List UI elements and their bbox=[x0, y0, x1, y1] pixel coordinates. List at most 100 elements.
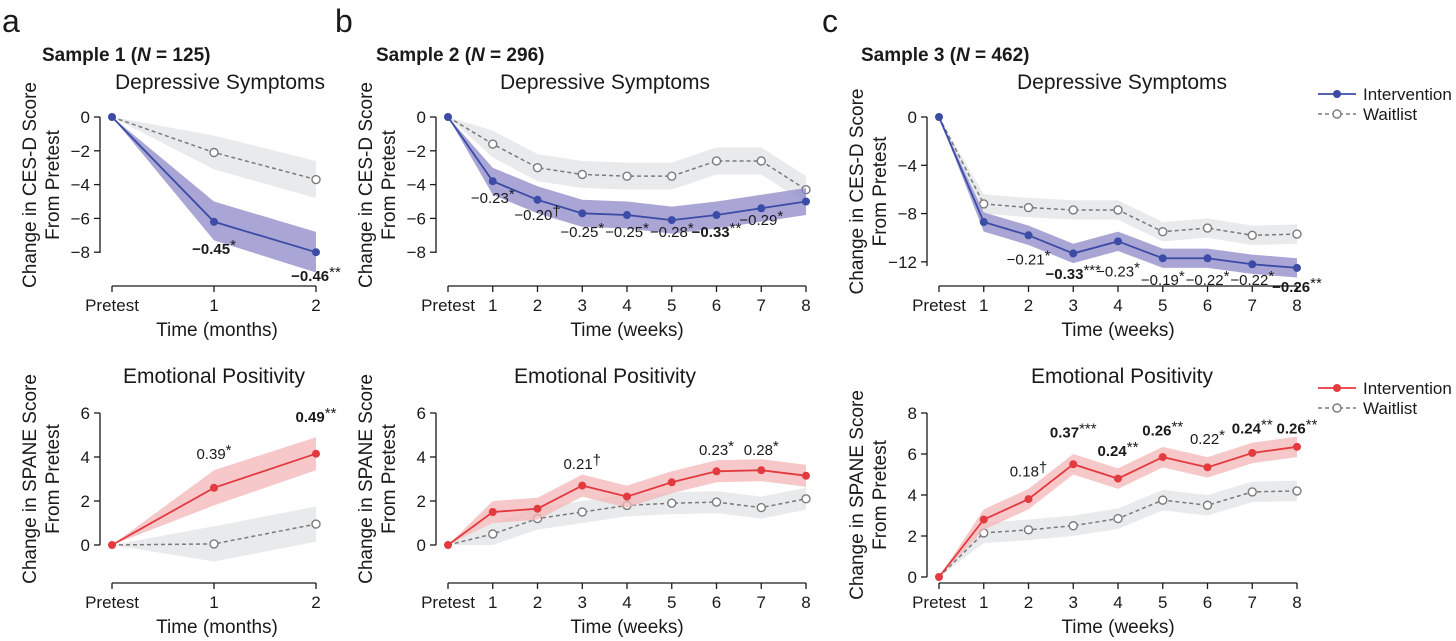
effect-size-label: −0.22* bbox=[1230, 268, 1274, 289]
intervention-point bbox=[1069, 460, 1078, 469]
significance-marker: ** bbox=[325, 405, 337, 422]
y-tick-label: −12 bbox=[888, 253, 917, 272]
effect-size-label: 0.24** bbox=[1098, 439, 1139, 460]
significance-marker: * bbox=[1045, 247, 1051, 264]
x-tick-label: Pretest bbox=[85, 296, 139, 315]
intervention-point bbox=[1114, 237, 1122, 246]
significance-marker: † bbox=[1039, 460, 1047, 477]
x-tick-label: Pretest bbox=[85, 593, 139, 612]
x-tick-label: 4 bbox=[622, 296, 631, 315]
effect-size-value: 0.26 bbox=[1142, 423, 1171, 440]
effect-size-label: −0.20† bbox=[514, 203, 560, 224]
effect-size-label: −0.23* bbox=[471, 186, 515, 207]
significance-marker: ** bbox=[329, 264, 341, 281]
x-tick-label: 3 bbox=[1069, 296, 1078, 315]
intervention-point bbox=[979, 218, 988, 227]
significance-marker: * bbox=[1219, 427, 1225, 444]
significance-marker: * bbox=[1224, 268, 1230, 285]
y-tick-label: 0 bbox=[417, 108, 426, 127]
y-tick-label: 0 bbox=[417, 536, 426, 555]
x-tick-label: 1 bbox=[488, 593, 497, 612]
effect-size-value: 0.37 bbox=[1050, 425, 1079, 442]
waitlist-point bbox=[1158, 495, 1168, 505]
waitlist-point bbox=[1292, 486, 1302, 496]
intervention-point bbox=[1024, 495, 1033, 504]
y-axis-label-line: Change in CES-D Score bbox=[20, 82, 41, 288]
significance-marker: † bbox=[552, 203, 560, 220]
effect-size-value: −0.19 bbox=[1141, 272, 1179, 289]
chart-a-top: Depressive Symptoms 0 −2 −4 −6 −8 Pretest 1 2 Tim… bbox=[20, 71, 341, 341]
waitlist-point bbox=[311, 174, 321, 185]
y-tick-label: −8 bbox=[898, 205, 917, 224]
x-axis-label: Time (weeks) bbox=[570, 320, 683, 341]
x-tick-label: Pretest bbox=[421, 593, 475, 612]
x-tick-label: 5 bbox=[1158, 593, 1167, 612]
x-axis-label: Time (months) bbox=[156, 320, 278, 341]
x-tick-label: 6 bbox=[712, 296, 721, 315]
legend-waitlist-label: Waitlist bbox=[1363, 105, 1417, 124]
intervention-point bbox=[1069, 249, 1078, 258]
waitlist-point bbox=[1068, 205, 1078, 215]
x-tick-label: 1 bbox=[488, 296, 497, 315]
significance-marker: * bbox=[777, 208, 783, 225]
intervention-point bbox=[108, 113, 116, 121]
sample-prefix: Sample 3 ( bbox=[861, 45, 957, 66]
effect-size-label: −0.26** bbox=[1272, 275, 1322, 296]
waitlist-point bbox=[488, 529, 498, 539]
waitlist-point bbox=[532, 162, 543, 173]
y-tick-label: 0 bbox=[908, 568, 917, 587]
x-tick-label: 7 bbox=[1248, 593, 1257, 612]
effect-size-label: −0.25* bbox=[605, 220, 649, 241]
intervention-ci-band bbox=[448, 117, 806, 234]
effect-size-label: 0.49** bbox=[296, 405, 337, 426]
effect-size-label: −0.21* bbox=[1007, 247, 1051, 268]
sample-suffix: = 125) bbox=[151, 45, 211, 66]
y-tick-label: 2 bbox=[417, 492, 426, 511]
effect-size-value: −0.23 bbox=[1096, 263, 1134, 280]
chart-b-bottom: Emotional Positivity 0 2 4 6 Pretest 1 2 3 4 5 6 7 8 T… bbox=[356, 365, 811, 638]
waitlist-point bbox=[577, 169, 587, 180]
legend-intervention-marker bbox=[1333, 90, 1341, 98]
waitlist-point bbox=[711, 156, 722, 166]
intervention-point bbox=[1293, 263, 1301, 272]
effect-size-label: 0.23* bbox=[699, 438, 734, 459]
effect-size-value: −0.26 bbox=[1272, 279, 1310, 296]
waitlist-point bbox=[667, 498, 677, 508]
effect-size-value: 0.21 bbox=[563, 456, 592, 473]
effect-size-value: 0.18 bbox=[1010, 464, 1039, 481]
waitlist-point bbox=[1292, 229, 1302, 239]
significance-marker: * bbox=[1179, 268, 1185, 285]
waitlist-point bbox=[1023, 525, 1034, 535]
x-tick-label: 4 bbox=[1113, 296, 1122, 315]
panel-letter-c: c bbox=[822, 3, 838, 39]
intervention-point bbox=[578, 481, 587, 490]
sample-header-c: Sample 3 (N = 462) bbox=[861, 45, 1029, 66]
x-tick-label: 1 bbox=[979, 593, 988, 612]
x-tick-label: 8 bbox=[801, 296, 810, 315]
y-axis-label-line: Change in SPANE Score bbox=[356, 374, 377, 584]
waitlist-point bbox=[209, 147, 219, 158]
effect-size-label: −0.45* bbox=[192, 237, 236, 258]
sample-prefix: Sample 1 ( bbox=[42, 45, 138, 66]
effect-size-value: −0.45 bbox=[192, 241, 230, 258]
effect-size-label: −0.22* bbox=[1186, 268, 1230, 289]
sample-n: N bbox=[137, 45, 152, 66]
y-axis-label: Change in CES-D Score From Pretest bbox=[20, 82, 64, 288]
intervention-point bbox=[210, 217, 218, 226]
y-axis-label: Change in SPANE Score From Pretest bbox=[847, 390, 891, 600]
x-tick-label: Pretest bbox=[421, 296, 475, 315]
panel-letter-a: a bbox=[2, 3, 20, 39]
waitlist-point bbox=[1247, 230, 1257, 241]
x-tick-label: 2 bbox=[311, 296, 320, 315]
waitlist-point bbox=[1113, 513, 1123, 524]
intervention-point bbox=[210, 483, 218, 492]
x-tick-label: Pretest bbox=[912, 593, 966, 612]
y-tick-label: −8 bbox=[407, 243, 426, 262]
significance-marker: ** bbox=[1306, 417, 1318, 434]
y-tick-label: −6 bbox=[407, 209, 426, 228]
effect-size-label: 0.22* bbox=[1190, 427, 1225, 448]
x-tick-label: 2 bbox=[311, 593, 320, 612]
y-tick-label: 0 bbox=[81, 108, 90, 127]
intervention-point bbox=[1024, 231, 1033, 240]
